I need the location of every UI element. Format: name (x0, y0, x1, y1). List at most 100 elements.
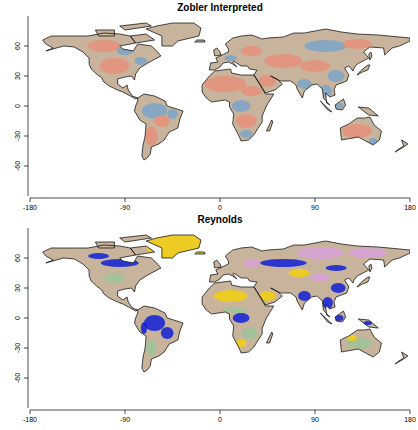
land (320, 313, 332, 324)
tick-label: 30 (14, 72, 21, 80)
cover-patch (233, 313, 250, 323)
tick-label: -60 (14, 373, 21, 383)
cover-patch (232, 100, 251, 112)
land (369, 264, 372, 272)
coastline (135, 306, 184, 372)
land (214, 260, 221, 268)
cover-patch (342, 39, 372, 49)
tick-label: 0 (14, 104, 21, 108)
cover-patch (224, 55, 237, 61)
coastline (358, 319, 378, 328)
land (395, 140, 408, 152)
figure: Zobler Interpreted-180-90090180-60-30030… (0, 0, 418, 430)
cover-patch (297, 79, 312, 89)
cover-patch (331, 283, 346, 293)
x-axis: -180-90090180 (23, 410, 416, 423)
coastline (395, 140, 408, 152)
land (320, 101, 332, 112)
coastline (146, 235, 201, 258)
cover-patch (117, 47, 134, 55)
plot-area (43, 232, 410, 372)
cover-patch (241, 46, 262, 56)
coastline (214, 48, 221, 56)
cover-patch (300, 60, 330, 72)
land (43, 245, 161, 311)
map-figure: Zobler Interpreted-180-90090180-60-30030… (0, 0, 418, 430)
cover-patch (259, 75, 276, 87)
cover-patch (141, 322, 147, 334)
land-cover (88, 232, 387, 356)
coastline (340, 117, 381, 145)
coastline (43, 33, 161, 99)
tick-label: 0 (14, 316, 21, 320)
cover-patch (304, 40, 346, 52)
tick-label: -30 (14, 131, 21, 141)
tick-label: -90 (120, 416, 130, 423)
coastline (266, 120, 272, 131)
tick-label: -90 (120, 204, 130, 211)
coastline (340, 329, 381, 357)
cover-patch (146, 340, 157, 356)
tick-label: -180 (23, 204, 37, 211)
map-panel: Reynolds-180-90090180-60-3003060 (14, 214, 416, 423)
coastline (120, 235, 152, 242)
y-axis: -60-3003060 (14, 228, 28, 408)
cover-patch (241, 86, 262, 96)
land (146, 23, 201, 46)
cover-patch (214, 290, 248, 302)
tick (315, 410, 316, 414)
coastline (195, 40, 206, 42)
coastline (209, 29, 410, 105)
coastline (357, 277, 370, 287)
land-cover (87, 39, 377, 146)
y-axis: -60 -30 0 30 60 (14, 16, 28, 196)
tick-label: 60 (14, 42, 21, 50)
coastline (335, 99, 346, 110)
coastline (266, 332, 272, 343)
tick (125, 198, 126, 202)
tick-label: 60 (14, 254, 21, 262)
tick-label: 0 (218, 204, 222, 211)
map-panel: Zobler Interpreted-180-90090180-60-30030… (14, 2, 416, 211)
tick-label: -60 (14, 161, 21, 171)
cover-patch (342, 124, 372, 138)
cover-patch (135, 57, 148, 65)
coastline (320, 101, 332, 112)
cover-patch (289, 269, 310, 277)
tick-label: -180 (23, 416, 37, 423)
cover-patch (144, 315, 165, 331)
coastline (95, 242, 114, 248)
tick (24, 106, 28, 107)
tick (410, 198, 411, 202)
land (266, 332, 272, 343)
cover-patch (236, 114, 257, 128)
coastline (357, 65, 370, 75)
cover-patch (88, 253, 109, 259)
land (357, 277, 370, 287)
coastline (120, 23, 152, 30)
plot-area (43, 23, 410, 160)
cover-patch (310, 274, 331, 282)
land (357, 65, 370, 75)
tick (125, 410, 126, 414)
tick (410, 410, 411, 414)
coastline (43, 245, 161, 311)
title: Reynolds (197, 214, 242, 225)
cover-patch (87, 40, 121, 52)
cover-patch (223, 307, 248, 313)
tick (315, 198, 316, 202)
coastline (335, 311, 346, 322)
land (43, 33, 161, 99)
tick (220, 410, 221, 414)
coastline (369, 264, 372, 272)
cover-patch (297, 247, 343, 259)
cover-patch (161, 327, 174, 339)
tick-label: 30 (14, 284, 21, 292)
cover-patch (241, 327, 258, 339)
land (335, 99, 346, 110)
tick (24, 348, 28, 349)
land (266, 120, 272, 131)
coastline (395, 352, 408, 364)
land (395, 352, 408, 364)
cover-patch (145, 126, 158, 146)
